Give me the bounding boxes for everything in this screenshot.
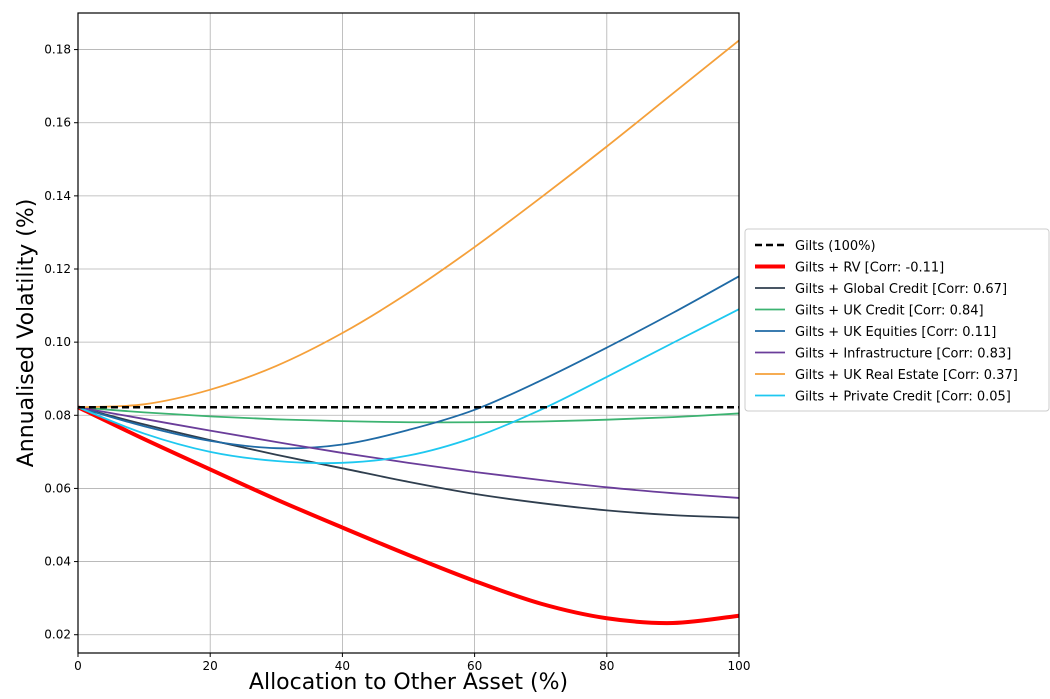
legend-label: Gilts (100%) <box>795 239 876 254</box>
series-lines <box>77 39 740 626</box>
series-line-2 <box>77 406 740 519</box>
x-tick-label: 0 <box>74 659 82 673</box>
y-tick-label: 0.14 <box>44 189 71 203</box>
legend-label: Gilts + UK Equities [Corr: 0.11] <box>795 325 996 340</box>
legend-label: Gilts + RV [Corr: -0.11] <box>795 261 944 276</box>
series-line-6 <box>77 39 740 409</box>
legend: Gilts (100%) Gilts + RV [Corr: -0.11] Gilt… <box>744 228 1050 412</box>
y-tick-label: 0.02 <box>44 628 71 642</box>
plot-frame <box>77 12 740 654</box>
series-line-5 <box>77 406 740 499</box>
legend-label: Gilts + UK Real Estate [Corr: 0.37] <box>795 368 1018 383</box>
legend-label: Gilts + Global Credit [Corr: 0.67] <box>795 282 1007 297</box>
y-tick-label: 0.10 <box>44 335 71 349</box>
grid <box>77 13 740 653</box>
y-axis-title: Annualised Volatility (%) <box>14 199 39 468</box>
x-tick-label: 80 <box>599 659 614 673</box>
x-axis-title: Allocation to Other Asset (%) <box>249 670 568 695</box>
x-tick-label: 40 <box>335 659 350 673</box>
legend-label: Gilts + Private Credit [Corr: 0.05] <box>795 390 1011 405</box>
y-tick-label: 0.16 <box>44 116 71 130</box>
axis-ticks: 0 20 40 60 80 100 0.02 0.04 0.06 0.08 0.10 0.12 0.14… <box>44 43 750 673</box>
legend-label: Gilts + UK Credit [Corr: 0.84] <box>795 304 984 319</box>
x-tick-label: 20 <box>203 659 218 673</box>
x-tick-label: 60 <box>467 659 482 673</box>
y-tick-label: 0.08 <box>44 408 71 422</box>
x-tick-label: 100 <box>728 659 751 673</box>
legend-box <box>744 228 1050 412</box>
series-line-1 <box>77 405 740 626</box>
y-tick-label: 0.06 <box>44 481 71 495</box>
series-line-4 <box>77 275 740 450</box>
legend-label: Gilts + Infrastructure [Corr: 0.83] <box>795 347 1011 362</box>
series-line-7 <box>77 308 740 465</box>
y-tick-label: 0.04 <box>44 555 71 569</box>
y-tick-label: 0.12 <box>44 262 71 276</box>
series-line-3 <box>77 406 740 424</box>
y-tick-label: 0.18 <box>44 43 71 57</box>
